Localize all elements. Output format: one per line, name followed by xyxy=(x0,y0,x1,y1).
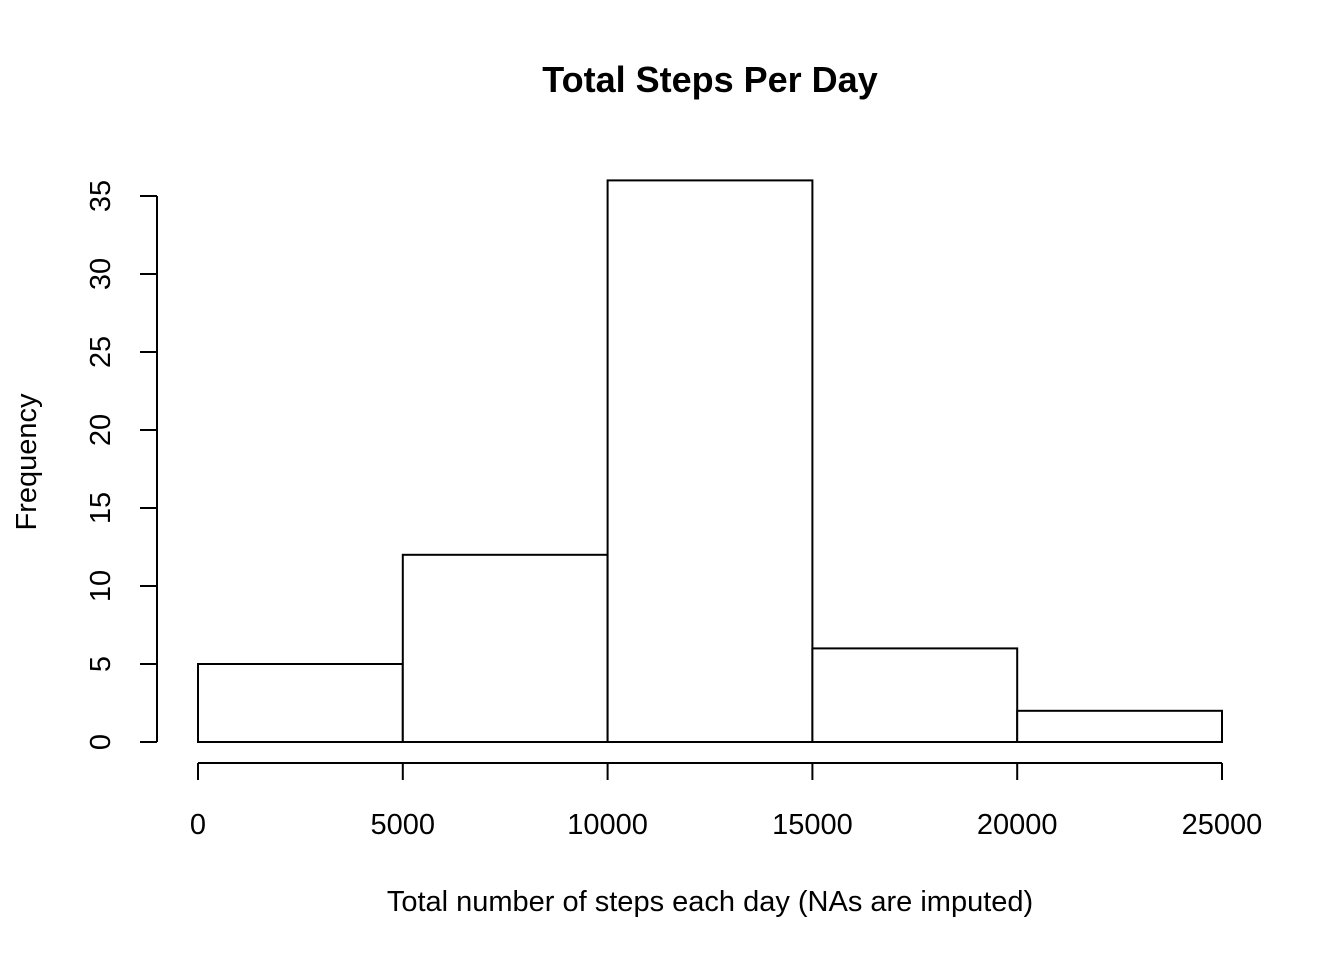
histogram-bar xyxy=(1016,709,1224,743)
x-tick-label: 5000 xyxy=(371,809,436,841)
x-tick-label: 0 xyxy=(190,809,206,841)
histogram-bar xyxy=(811,647,1019,744)
y-tick-label: 0 xyxy=(85,734,117,750)
y-tick-label: 5 xyxy=(85,656,117,672)
x-axis: 0 5000 10000 15000 20000 25000 xyxy=(190,762,1263,841)
histogram-bar xyxy=(606,179,814,743)
y-axis-label: Frequency xyxy=(11,393,43,531)
histogram-bar xyxy=(197,663,404,743)
y-tick-label: 30 xyxy=(85,258,117,290)
x-tick-label: 10000 xyxy=(567,809,648,841)
x-tick-label: 25000 xyxy=(1182,809,1263,841)
bars-group xyxy=(197,179,1224,744)
x-tick-label: 15000 xyxy=(772,809,853,841)
histogram-bar xyxy=(401,553,609,743)
x-axis-label: Total number of steps each day (NAs are … xyxy=(387,886,1033,918)
y-axis: 0 5 10 15 20 25 30 35 xyxy=(85,180,158,750)
chart-title: Total Steps Per Day xyxy=(542,59,877,100)
x-tick-label: 20000 xyxy=(977,809,1058,841)
y-tick-label: 25 xyxy=(85,336,117,368)
y-tick-label: 35 xyxy=(85,180,117,212)
y-tick-label: 20 xyxy=(85,414,117,446)
y-tick-label: 15 xyxy=(85,492,117,524)
y-tick-label: 10 xyxy=(85,570,117,602)
